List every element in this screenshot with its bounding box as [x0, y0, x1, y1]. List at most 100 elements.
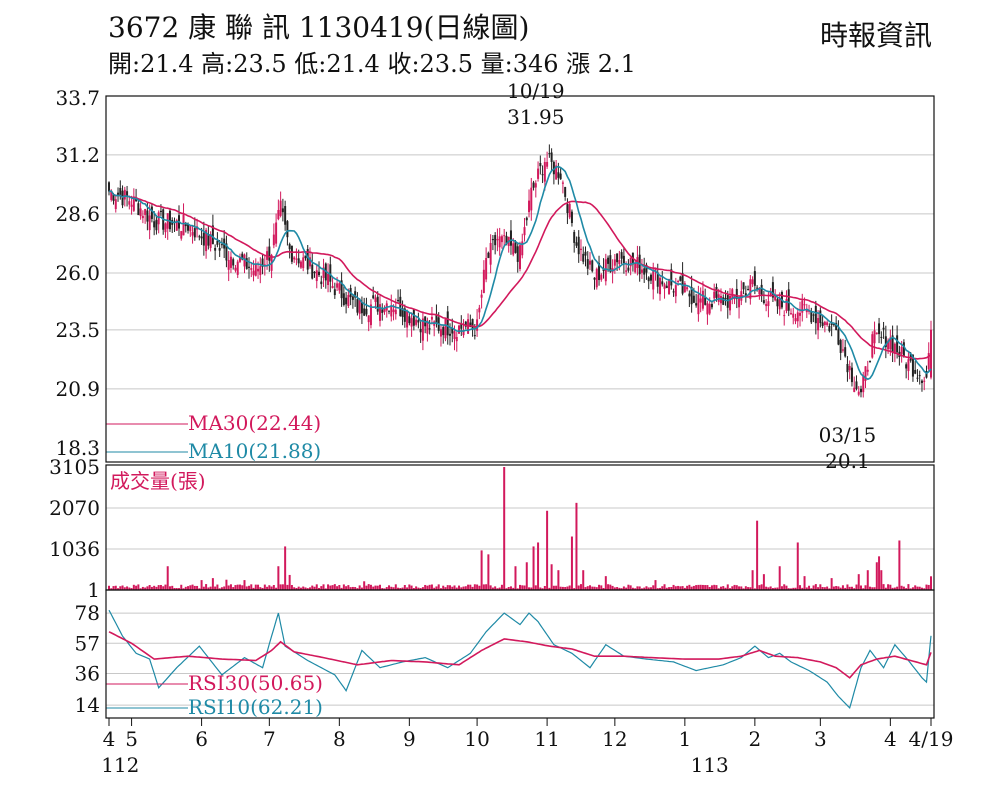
candle-body	[187, 223, 190, 231]
volume-bar	[559, 586, 562, 590]
legend-ma10: MA10(21.88)	[188, 439, 321, 463]
candle-body	[555, 165, 558, 180]
candle-body	[473, 335, 476, 337]
candle-body	[796, 312, 799, 322]
candle-body	[704, 297, 707, 305]
candle-body	[681, 273, 684, 294]
volume-bar	[663, 584, 666, 590]
volume-bar	[480, 550, 483, 590]
volume-bar	[509, 586, 512, 590]
volume-bar	[812, 585, 815, 590]
panel-frame	[105, 464, 935, 591]
price-tick-label: 26.0	[55, 261, 100, 285]
volume-bar	[464, 586, 467, 590]
candle-body	[735, 288, 738, 299]
candle-body	[460, 323, 463, 329]
candle-body	[584, 251, 587, 256]
volume-bar	[500, 584, 503, 590]
volume-bar	[304, 587, 307, 590]
candle-body	[315, 270, 318, 282]
volume-bar	[532, 546, 535, 590]
volume-bar	[555, 585, 558, 590]
volume-bar	[338, 584, 341, 590]
volume-bar	[196, 585, 199, 590]
candle-body	[123, 189, 126, 200]
volume-bar	[191, 584, 194, 590]
candle-body	[514, 241, 517, 253]
volume-bar	[776, 587, 779, 590]
candle-body	[464, 321, 467, 327]
volume-bar	[878, 556, 881, 590]
volume-bar	[248, 585, 251, 590]
volume-bar	[846, 584, 849, 590]
volume-bar	[740, 586, 743, 590]
volume-bar	[365, 585, 368, 590]
volume-bar	[873, 587, 876, 590]
candle-body	[561, 182, 564, 184]
candle-body	[261, 258, 264, 267]
volume-bar	[331, 585, 334, 590]
volume-bar	[674, 586, 677, 590]
volume-bar	[322, 584, 325, 590]
volume-bar	[482, 584, 485, 590]
volume-bar	[462, 586, 465, 590]
volume-bar	[749, 587, 752, 590]
volume-bar	[835, 586, 838, 590]
candle-body	[622, 255, 625, 264]
candle-body	[534, 183, 537, 188]
candle-body	[521, 241, 524, 256]
volume-bar	[704, 585, 707, 590]
annotation-high-value: 31.95	[507, 105, 564, 129]
candle-body	[469, 322, 472, 327]
volume-bar	[297, 586, 300, 590]
year-label: 113	[691, 753, 729, 777]
volume-bar	[713, 584, 716, 590]
candle-body	[869, 361, 872, 363]
volume-bar	[415, 586, 418, 590]
candle-body	[329, 264, 332, 282]
volume-bar	[455, 587, 458, 590]
panel-frame	[105, 589, 935, 719]
candle-body	[896, 335, 899, 353]
candle-body	[467, 319, 470, 334]
volume-bar	[184, 586, 187, 590]
volume-bar	[487, 554, 490, 590]
rsi-tick-label: 78	[75, 601, 100, 625]
candle-body	[744, 293, 747, 297]
chart-labels: MA30(22.44) MA10(21.88) 成交量(張) RSI30(50.…	[49, 79, 953, 777]
volume-bar	[523, 585, 526, 590]
candle-body	[873, 330, 876, 344]
volume-bar	[758, 585, 761, 590]
candle-body	[164, 223, 167, 233]
volume-bar	[295, 587, 298, 590]
candle-body	[279, 200, 282, 216]
candle-body	[778, 298, 781, 310]
candle-body	[446, 311, 449, 336]
volume-bar	[634, 588, 637, 590]
candle-body	[519, 245, 521, 270]
volume-bar	[207, 587, 210, 590]
candle-body	[550, 152, 553, 162]
x-tick-label: 9	[403, 727, 416, 751]
candle-body	[543, 162, 546, 182]
volume-bar	[428, 584, 431, 590]
volume-bar	[616, 587, 619, 590]
volume-bar	[539, 587, 542, 590]
chart-title: 3672 康 聯 訊 1130419(日線圖)	[108, 11, 530, 44]
candle-body	[582, 253, 585, 262]
candle-body	[137, 203, 140, 216]
volume-bar	[817, 587, 820, 590]
volume-label: 成交量(張)	[110, 469, 206, 493]
volume-tick-label: 3105	[49, 455, 100, 479]
volume-bar	[659, 587, 662, 590]
volume-bar	[234, 585, 237, 590]
candle-body	[347, 294, 350, 306]
candle-body	[625, 270, 628, 272]
volume-bar	[891, 587, 894, 590]
candle-body	[882, 327, 885, 330]
volume-bar	[747, 587, 750, 590]
volume-bar	[512, 587, 515, 590]
candle-body	[412, 308, 415, 326]
volume-bar	[930, 576, 932, 590]
volume-bar	[656, 588, 659, 590]
